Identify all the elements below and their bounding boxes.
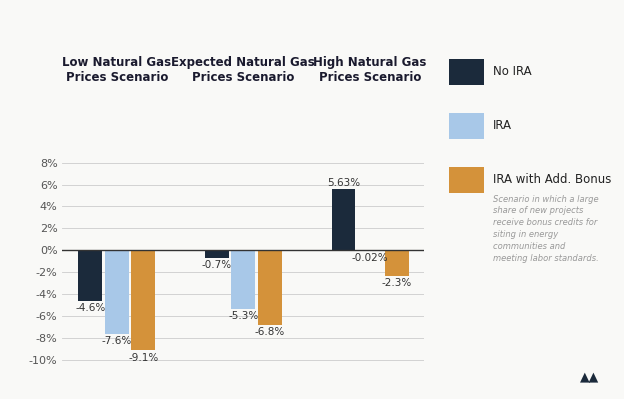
- Text: -7.6%: -7.6%: [102, 336, 132, 346]
- Text: IRA with Add. Bonus: IRA with Add. Bonus: [493, 173, 612, 186]
- Text: No IRA: No IRA: [493, 65, 532, 78]
- Bar: [205, 251, 229, 258]
- Text: -0.02%: -0.02%: [352, 253, 388, 263]
- Text: ▲▲: ▲▲: [580, 370, 599, 383]
- Bar: [131, 251, 155, 350]
- Text: Scenario in which a large
share of new projects
receive bonus credits for
siting: Scenario in which a large share of new p…: [493, 195, 598, 263]
- Text: -6.8%: -6.8%: [255, 328, 285, 338]
- Text: -9.1%: -9.1%: [128, 353, 158, 363]
- Bar: [331, 189, 356, 251]
- Text: -0.7%: -0.7%: [202, 261, 232, 271]
- Text: Expected Natural Gas
Prices Scenario: Expected Natural Gas Prices Scenario: [172, 56, 315, 84]
- Bar: [258, 251, 282, 325]
- Bar: [78, 251, 102, 301]
- Bar: [384, 251, 409, 276]
- Text: -4.6%: -4.6%: [75, 303, 105, 313]
- Bar: [232, 251, 255, 308]
- Text: Low Natural Gas
Prices Scenario: Low Natural Gas Prices Scenario: [62, 56, 171, 84]
- Bar: [105, 251, 129, 334]
- Text: -5.3%: -5.3%: [228, 311, 258, 321]
- Text: -2.3%: -2.3%: [381, 278, 412, 288]
- Text: High Natural Gas
Prices Scenario: High Natural Gas Prices Scenario: [313, 56, 427, 84]
- Text: 5.63%: 5.63%: [327, 178, 360, 188]
- Text: IRA: IRA: [493, 119, 512, 132]
